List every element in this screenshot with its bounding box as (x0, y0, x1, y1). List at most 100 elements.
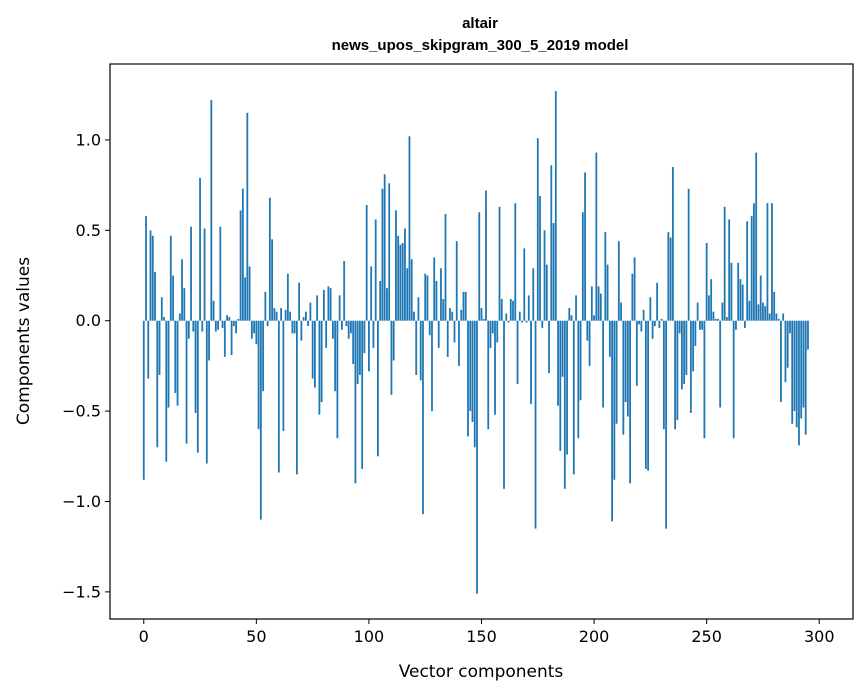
bar (230, 320, 233, 356)
bar (201, 320, 204, 332)
bar (392, 320, 395, 361)
x-tick-label: 250 (691, 627, 722, 646)
bar (232, 320, 235, 327)
bar (458, 320, 460, 366)
bar (467, 320, 469, 437)
bar (237, 318, 240, 321)
bar (165, 320, 168, 462)
bar (737, 262, 740, 321)
bar (446, 320, 449, 357)
bar (286, 273, 289, 321)
bar (545, 264, 548, 321)
bar (658, 320, 661, 328)
bar (440, 268, 442, 321)
bar (570, 315, 573, 321)
bar (291, 320, 294, 334)
bar (683, 320, 686, 384)
bar (214, 320, 217, 332)
bar (471, 320, 474, 422)
bar (397, 235, 400, 321)
bar (523, 248, 526, 321)
bar (624, 320, 627, 403)
x-tick-label: 0 (139, 627, 149, 646)
bar (728, 219, 731, 321)
bar (512, 300, 514, 321)
bar (410, 259, 413, 321)
bar (771, 203, 773, 321)
bar (172, 275, 174, 321)
x-tick-label: 300 (804, 627, 835, 646)
bar (527, 295, 530, 321)
bar (536, 138, 539, 321)
x-tick-label: 200 (579, 627, 610, 646)
bar (566, 320, 568, 455)
bar (708, 295, 710, 321)
bar (498, 206, 501, 321)
bar (464, 291, 467, 321)
bar (221, 320, 224, 328)
bar (372, 320, 375, 348)
bar (620, 302, 622, 321)
bar (435, 280, 438, 321)
bar (453, 320, 456, 343)
bar (647, 320, 650, 471)
x-tick-label: 150 (466, 627, 497, 646)
bar (581, 212, 584, 321)
bar (318, 320, 321, 415)
bar (505, 313, 508, 321)
bar (178, 313, 181, 321)
bar (433, 257, 436, 321)
bar (226, 315, 228, 321)
bar (539, 195, 541, 321)
bar (606, 264, 609, 321)
bar (449, 308, 451, 321)
bar (759, 275, 762, 321)
bar (577, 320, 580, 439)
bar (615, 320, 618, 424)
bar (550, 165, 553, 321)
bar (554, 91, 557, 321)
bar (631, 273, 634, 321)
bar (235, 320, 237, 334)
bar (212, 300, 215, 321)
bar (338, 295, 341, 321)
bar (685, 320, 688, 375)
bar (775, 313, 778, 321)
bar (597, 286, 600, 321)
bar (777, 318, 780, 321)
bar (696, 302, 699, 321)
bar (381, 188, 384, 321)
bar (633, 257, 636, 321)
bar (719, 320, 722, 408)
bar (203, 228, 206, 321)
bar (768, 313, 771, 321)
bar (228, 317, 231, 321)
bar (701, 320, 704, 330)
bar (671, 167, 674, 321)
bar (426, 275, 429, 321)
bar (442, 299, 445, 321)
bar (341, 320, 343, 330)
bar (284, 309, 287, 321)
bar (586, 320, 589, 341)
bar (563, 320, 566, 489)
bar (687, 188, 690, 321)
bar (262, 320, 264, 392)
bar (145, 215, 147, 321)
bar (642, 309, 645, 321)
bar (185, 320, 188, 444)
bar (368, 320, 370, 372)
bar (298, 282, 301, 321)
bar (532, 268, 535, 321)
bar (626, 320, 629, 417)
bar (604, 232, 607, 321)
bar (710, 279, 713, 321)
bar (584, 172, 586, 321)
bar (295, 320, 298, 475)
bar (667, 232, 670, 321)
y-tick-label: −0.5 (62, 402, 101, 421)
y-axis-ticks: −1.5 −1.0 −0.5 0.0 0.5 1.0 (62, 130, 110, 601)
chart-title: altair (462, 15, 498, 32)
bar (674, 320, 677, 430)
bar (199, 177, 201, 321)
